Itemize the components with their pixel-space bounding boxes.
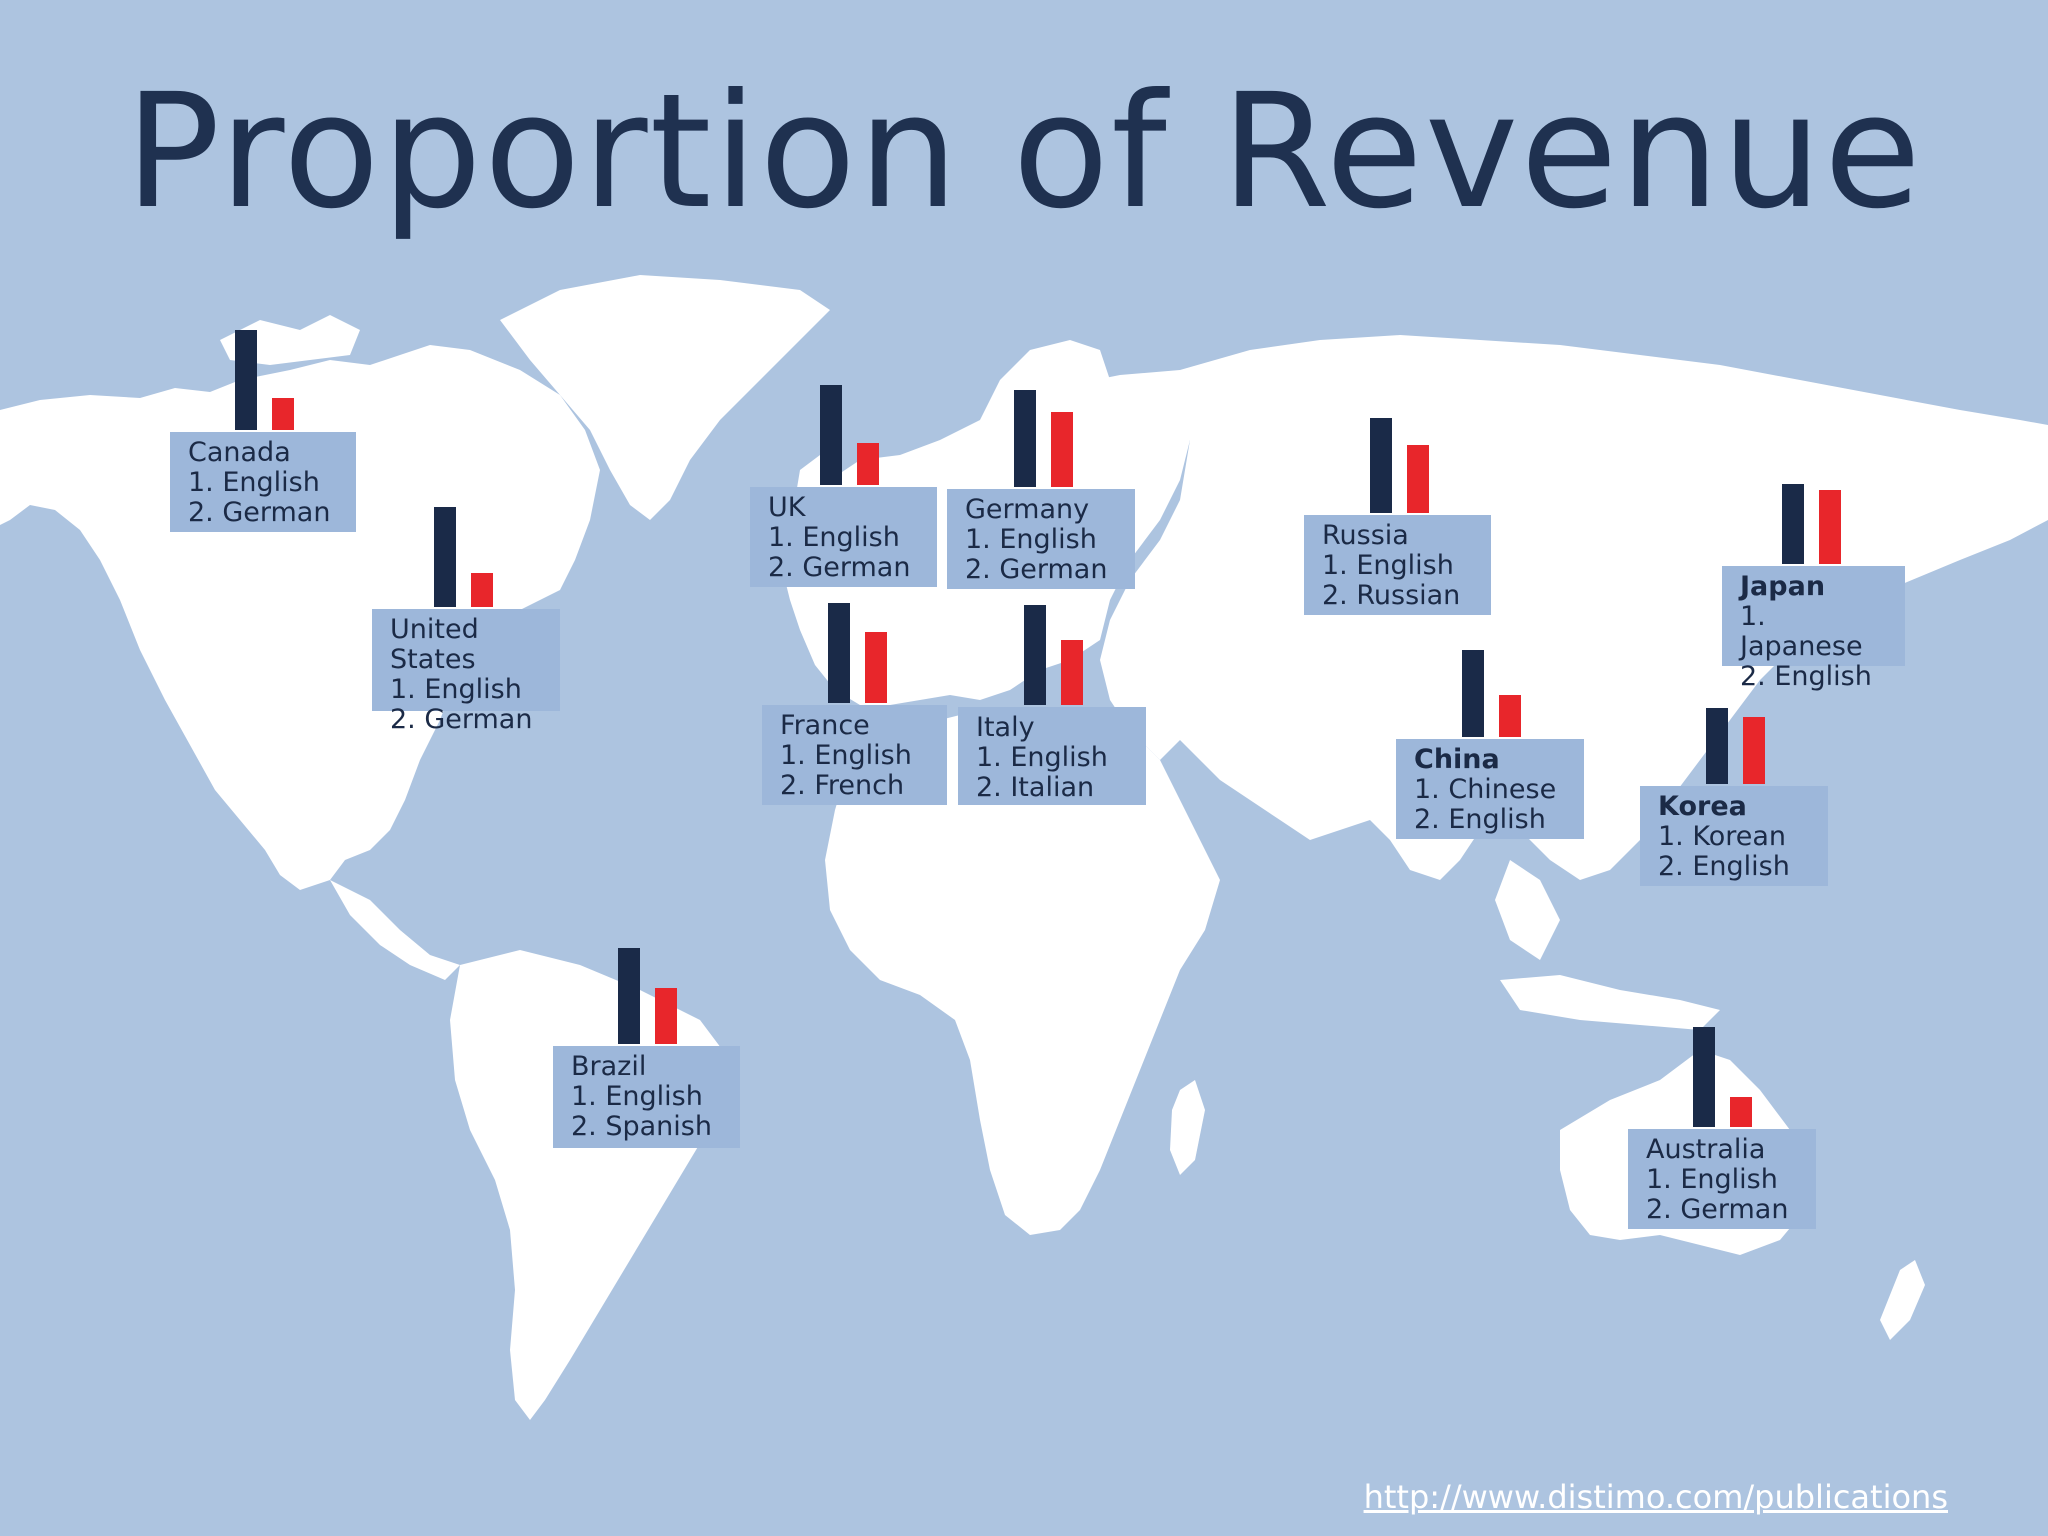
language-1: 1. Chinese (1414, 774, 1557, 805)
bars-germany (1014, 390, 1074, 487)
card-australia: Australia 1. English 2. German (1628, 1129, 1816, 1229)
bars-russia (1370, 418, 1430, 513)
card-japan: Japan 1. Japanese 2. English (1722, 566, 1905, 692)
language-1: 1. English (965, 524, 1097, 555)
bars-united-states (434, 507, 494, 607)
language-2: 2. English (1740, 661, 1872, 692)
central-america (330, 880, 460, 980)
country-name: Brazil (571, 1051, 647, 1082)
bar-korea-primary (1706, 708, 1728, 784)
bar-italy-primary (1024, 605, 1046, 705)
language-1: 1. English (1322, 550, 1454, 581)
language-1: 1. English (1646, 1164, 1778, 1195)
card-china: China 1. Chinese 2. English (1396, 739, 1584, 839)
greenland-landmass (500, 275, 830, 520)
bar-united-states-secondary (471, 573, 493, 607)
asia-landmass (1100, 335, 2048, 880)
card-brazil: Brazil 1. English 2. Spanish (553, 1046, 740, 1148)
card-uk: UK 1. English 2. German (750, 487, 937, 587)
bar-brazil-primary (618, 948, 640, 1044)
country-name: UK (768, 492, 806, 523)
bar-australia-primary (1693, 1027, 1715, 1127)
madagascar (1170, 1080, 1205, 1175)
language-1: 1. English (571, 1081, 703, 1112)
language-1: 1. English (768, 522, 900, 553)
language-1: 1. English (188, 467, 320, 498)
country-name: Korea (1658, 791, 1747, 822)
bars-australia (1693, 1027, 1753, 1127)
language-2: 2. German (390, 704, 533, 735)
bar-korea-secondary (1743, 717, 1765, 784)
bars-korea (1706, 708, 1766, 784)
language-1: 1. Japanese (1740, 601, 1863, 662)
language-2: 2. Spanish (571, 1111, 712, 1142)
bar-uk-primary (820, 385, 842, 485)
card-germany: Germany 1. English 2. German (947, 489, 1135, 589)
card-france: France 1. English 2. French (762, 705, 947, 805)
country-name: France (780, 710, 870, 741)
bar-italy-secondary (1061, 640, 1083, 705)
language-2: 2. German (965, 554, 1108, 585)
southeast-asia (1495, 860, 1560, 960)
bar-japan-primary (1782, 484, 1804, 564)
language-2: 2. English (1658, 851, 1790, 882)
bar-canada-primary (235, 330, 257, 430)
country-name: Canada (188, 437, 291, 468)
country-name: China (1414, 744, 1500, 775)
south-america-landmass (450, 950, 730, 1420)
country-name: Russia (1322, 520, 1409, 551)
bar-china-primary (1462, 650, 1484, 737)
language-2: 2. French (780, 770, 905, 801)
new-zealand (1880, 1260, 1925, 1340)
bar-russia-primary (1370, 418, 1392, 513)
bar-brazil-secondary (655, 988, 677, 1044)
card-united-states: United States 1. English 2. German (372, 609, 560, 735)
language-1: 1. English (976, 742, 1108, 773)
country-name: Italy (976, 712, 1035, 743)
card-russia: Russia 1. English 2. Russian (1304, 515, 1491, 615)
indonesia-islands (1500, 975, 1720, 1030)
bars-china (1462, 650, 1522, 737)
language-2: 2. English (1414, 804, 1546, 835)
country-name: Japan (1740, 571, 1826, 602)
bar-australia-secondary (1730, 1097, 1752, 1127)
bar-france-secondary (865, 632, 887, 703)
africa-landmass (825, 710, 1220, 1235)
country-name: United States (390, 614, 479, 675)
language-2: 2. German (188, 497, 331, 528)
bar-germany-secondary (1051, 412, 1073, 487)
bar-canada-secondary (272, 398, 294, 430)
page-title: Proportion of Revenue (124, 60, 1924, 244)
bars-japan (1782, 484, 1842, 564)
bars-brazil (618, 948, 678, 1044)
country-name: Germany (965, 494, 1090, 525)
bar-japan-secondary (1819, 490, 1841, 564)
bar-germany-primary (1014, 390, 1036, 487)
language-1: 1. English (390, 674, 522, 705)
card-canada: Canada 1. English 2. German (170, 432, 356, 532)
language-2: 2. German (1646, 1194, 1789, 1225)
card-korea: Korea 1. Korean 2. English (1640, 786, 1828, 886)
language-2: 2. German (768, 552, 911, 583)
card-italy: Italy 1. English 2. Italian (958, 707, 1146, 805)
bar-china-secondary (1499, 695, 1521, 737)
bars-italy (1024, 605, 1084, 705)
scandinavia (980, 340, 1110, 445)
language-1: 1. English (780, 740, 912, 771)
source-link[interactable]: http://www.distimo.com/publications (1363, 1478, 1948, 1516)
bars-uk (820, 385, 880, 485)
bar-uk-secondary (857, 443, 879, 485)
bars-france (828, 603, 888, 703)
bar-france-primary (828, 603, 850, 703)
language-2: 2. Italian (976, 772, 1095, 803)
north-america-landmass (0, 345, 600, 890)
country-name: Australia (1646, 1134, 1766, 1165)
language-2: 2. Russian (1322, 580, 1461, 611)
bar-russia-secondary (1407, 445, 1429, 513)
bars-canada (235, 330, 295, 430)
language-1: 1. Korean (1658, 821, 1786, 852)
bar-united-states-primary (434, 507, 456, 607)
